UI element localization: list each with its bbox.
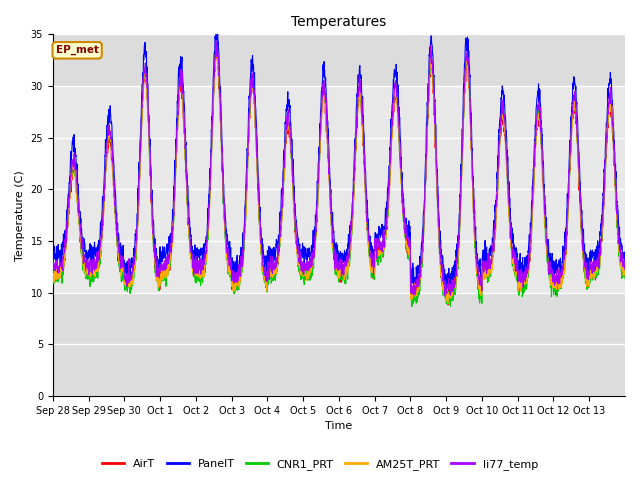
Y-axis label: Temperature (C): Temperature (C) bbox=[15, 170, 25, 261]
X-axis label: Time: Time bbox=[325, 421, 353, 432]
Title: Temperatures: Temperatures bbox=[291, 15, 387, 29]
Legend: AirT, PanelT, CNR1_PRT, AM25T_PRT, li77_temp: AirT, PanelT, CNR1_PRT, AM25T_PRT, li77_… bbox=[98, 455, 542, 474]
Bar bbox=[52, 190, 625, 293]
Bar bbox=[52, 86, 625, 190]
Text: EP_met: EP_met bbox=[56, 45, 99, 56]
